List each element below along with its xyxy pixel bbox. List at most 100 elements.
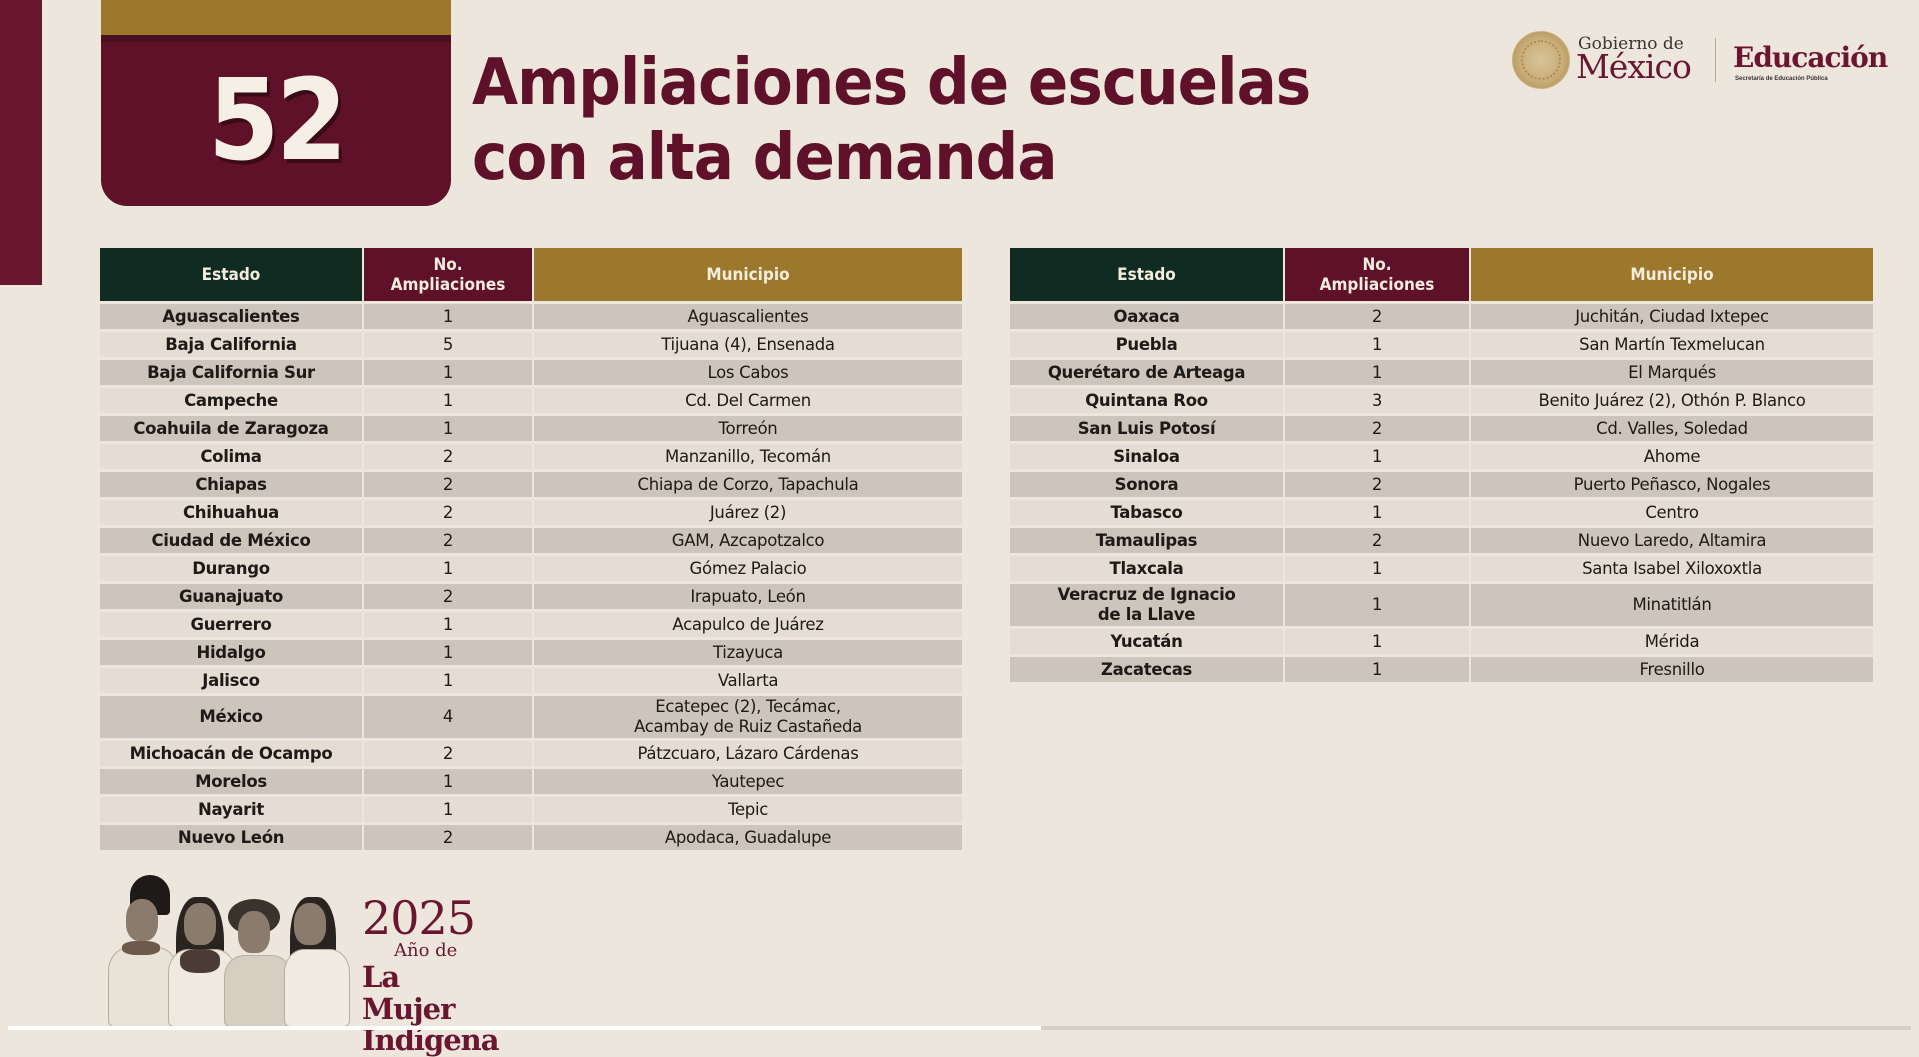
cell-estado-text: Chiapas	[195, 474, 267, 494]
cell-municipio-text: San Martín Texmelucan	[1579, 334, 1765, 354]
cell-municipio: Pátzcuaro, Lázaro Cárdenas	[534, 741, 962, 766]
cell-municipio-text: Chiapa de Corzo, Tapachula	[637, 474, 859, 494]
cell-no-ampliaciones-text: 2	[442, 530, 454, 550]
cell-no-ampliaciones: 2	[364, 472, 532, 497]
cell-no-ampliaciones: 1	[364, 556, 532, 581]
cell-no-ampliaciones: 2	[1285, 528, 1469, 553]
cell-estado-text: Sinaloa	[1113, 446, 1180, 466]
cell-municipio-text: Torreón	[718, 418, 778, 438]
header-estado: Estado	[100, 248, 362, 301]
cell-estado: Veracruz de Ignacio de la Llave	[1010, 584, 1283, 626]
cell-municipio-text: Puerto Peñasco, Nogales	[1573, 474, 1771, 494]
cell-municipio: Manzanillo, Tecomán	[534, 444, 962, 469]
cell-estado-text: Morelos	[195, 771, 267, 791]
cell-municipio: Ecatepec (2), Tecámac, Acambay de Ruiz Ca…	[534, 696, 962, 738]
cell-estado-text: San Luis Potosí	[1077, 418, 1216, 438]
cell-municipio: El Marqués	[1471, 360, 1873, 385]
cell-no-ampliaciones: 1	[364, 388, 532, 413]
cell-municipio: Torreón	[534, 416, 962, 441]
cell-municipio-text: Centro	[1645, 502, 1699, 522]
table-row: Tamaulipas 2 Nuevo Laredo, Altamira	[1010, 528, 1873, 553]
cell-no-ampliaciones: 2	[1285, 416, 1469, 441]
cell-municipio: Nuevo Laredo, Altamira	[1471, 528, 1873, 553]
year-la-mujer: La Mujer	[362, 960, 455, 1026]
cell-municipio-text: Pátzcuaro, Lázaro Cárdenas	[637, 743, 859, 763]
cell-no-ampliaciones: 2	[364, 825, 532, 850]
cell-municipio: Acapulco de Juárez	[534, 612, 962, 637]
cell-no-ampliaciones-text: 1	[1371, 446, 1383, 466]
cell-estado: Ciudad de México	[100, 528, 362, 553]
cell-municipio: Fresnillo	[1471, 657, 1873, 682]
cell-no-ampliaciones-text: 2	[1371, 306, 1383, 326]
cell-municipio: Apodaca, Guadalupe	[534, 825, 962, 850]
year-ano-de: Año de	[394, 940, 458, 961]
cell-estado-text: Baja California	[165, 334, 297, 354]
table-row: Puebla 1 San Martín Texmelucan	[1010, 332, 1873, 357]
cell-no-ampliaciones-text: 1	[1371, 558, 1383, 578]
cell-municipio-text: Tijuana (4), Ensenada	[661, 334, 835, 354]
cell-municipio: Tijuana (4), Ensenada	[534, 332, 962, 357]
cell-municipio-text: Ahome	[1643, 446, 1701, 466]
slide-number-badge: 52	[101, 0, 451, 206]
cell-municipio-text: Santa Isabel Xiloxoxtla	[1582, 558, 1762, 578]
cell-municipio-text: El Marqués	[1628, 362, 1716, 382]
cell-municipio: Centro	[1471, 500, 1873, 525]
table-row: Baja California 5 Tijuana (4), Ensenada	[100, 332, 962, 357]
cell-estado: Colima	[100, 444, 362, 469]
cell-no-ampliaciones: 1	[364, 797, 532, 822]
video-progress-bar[interactable]	[8, 1026, 1911, 1030]
badge-shadow-strip	[101, 35, 451, 42]
year-2025: 2025	[362, 891, 476, 945]
cell-estado: San Luis Potosí	[1010, 416, 1283, 441]
table-row: Morelos 1 Yautepec	[100, 769, 962, 794]
footer-2025-mujer-indigena: 2025 Año de La Mujer Indígena	[100, 875, 500, 1055]
cell-no-ampliaciones: 2	[364, 444, 532, 469]
cell-no-ampliaciones: 1	[1285, 360, 1469, 385]
cell-municipio: GAM, Azcapotzalco	[534, 528, 962, 553]
table-row: Durango 1 Gómez Palacio	[100, 556, 962, 581]
cell-no-ampliaciones: 1	[364, 640, 532, 665]
header-estado: Estado	[1010, 248, 1283, 301]
badge-gold-strip	[101, 0, 451, 35]
table-row: Veracruz de Ignacio de la Llave 1 Minatitlá…	[1010, 584, 1873, 626]
cell-no-ampliaciones-text: 2	[442, 743, 454, 763]
cell-estado: Nuevo León	[100, 825, 362, 850]
header-municipio: Municipio	[534, 248, 962, 301]
table-right: Estado No. Ampliaciones Municipio Oaxaca…	[1008, 245, 1875, 685]
table-row: Aguascalientes 1 Aguascalientes	[100, 304, 962, 329]
woman-figure	[280, 897, 350, 1027]
table-row: Jalisco 1 Vallarta	[100, 668, 962, 693]
cell-estado-text: Ciudad de México	[151, 530, 311, 550]
cell-estado: Morelos	[100, 769, 362, 794]
cell-municipio-text: Ecatepec (2), Tecámac,	[655, 697, 841, 716]
cell-no-ampliaciones: 1	[364, 304, 532, 329]
cell-no-ampliaciones-text: 4	[442, 707, 454, 726]
video-progress-fill	[8, 1026, 1042, 1030]
cell-no-ampliaciones: 2	[364, 584, 532, 609]
cell-municipio: Vallarta	[534, 668, 962, 693]
cell-municipio-text: Aguascalientes	[687, 306, 809, 326]
cell-municipio: Irapuato, León	[534, 584, 962, 609]
cell-estado: México	[100, 696, 362, 738]
cell-estado: Guanajuato	[100, 584, 362, 609]
logo-divider	[1715, 38, 1716, 82]
cell-municipio: Juárez (2)	[534, 500, 962, 525]
table-row: Coahuila de Zaragoza 1 Torreón	[100, 416, 962, 441]
cell-municipio: Santa Isabel Xiloxoxtla	[1471, 556, 1873, 581]
cell-estado-text: Guanajuato	[178, 586, 284, 606]
cell-estado-text: Hidalgo	[196, 642, 266, 662]
cell-estado: Baja California	[100, 332, 362, 357]
slide-number: 52	[207, 56, 348, 186]
cell-estado-text: Puebla	[1115, 334, 1178, 354]
gobierno-educacion-logo: Gobierno de México Educación Secretaría …	[1510, 28, 1888, 92]
table-row: México 4 Ecatepec (2), Tecámac, Acambay de …	[100, 696, 962, 738]
cell-no-ampliaciones-text: 1	[442, 306, 454, 326]
cell-municipio-text: Irapuato, León	[690, 586, 806, 606]
table-row: Michoacán de Ocampo 2 Pátzcuaro, Lázaro Cá…	[100, 741, 962, 766]
cell-municipio-text: Vallarta	[717, 670, 779, 690]
cell-no-ampliaciones-text: 2	[442, 502, 454, 522]
cell-no-ampliaciones-text: 1	[1371, 334, 1383, 354]
title-line-1: Ampliaciones de escuelas	[472, 46, 1311, 120]
cell-municipio: Gómez Palacio	[534, 556, 962, 581]
cell-no-ampliaciones: 2	[1285, 472, 1469, 497]
